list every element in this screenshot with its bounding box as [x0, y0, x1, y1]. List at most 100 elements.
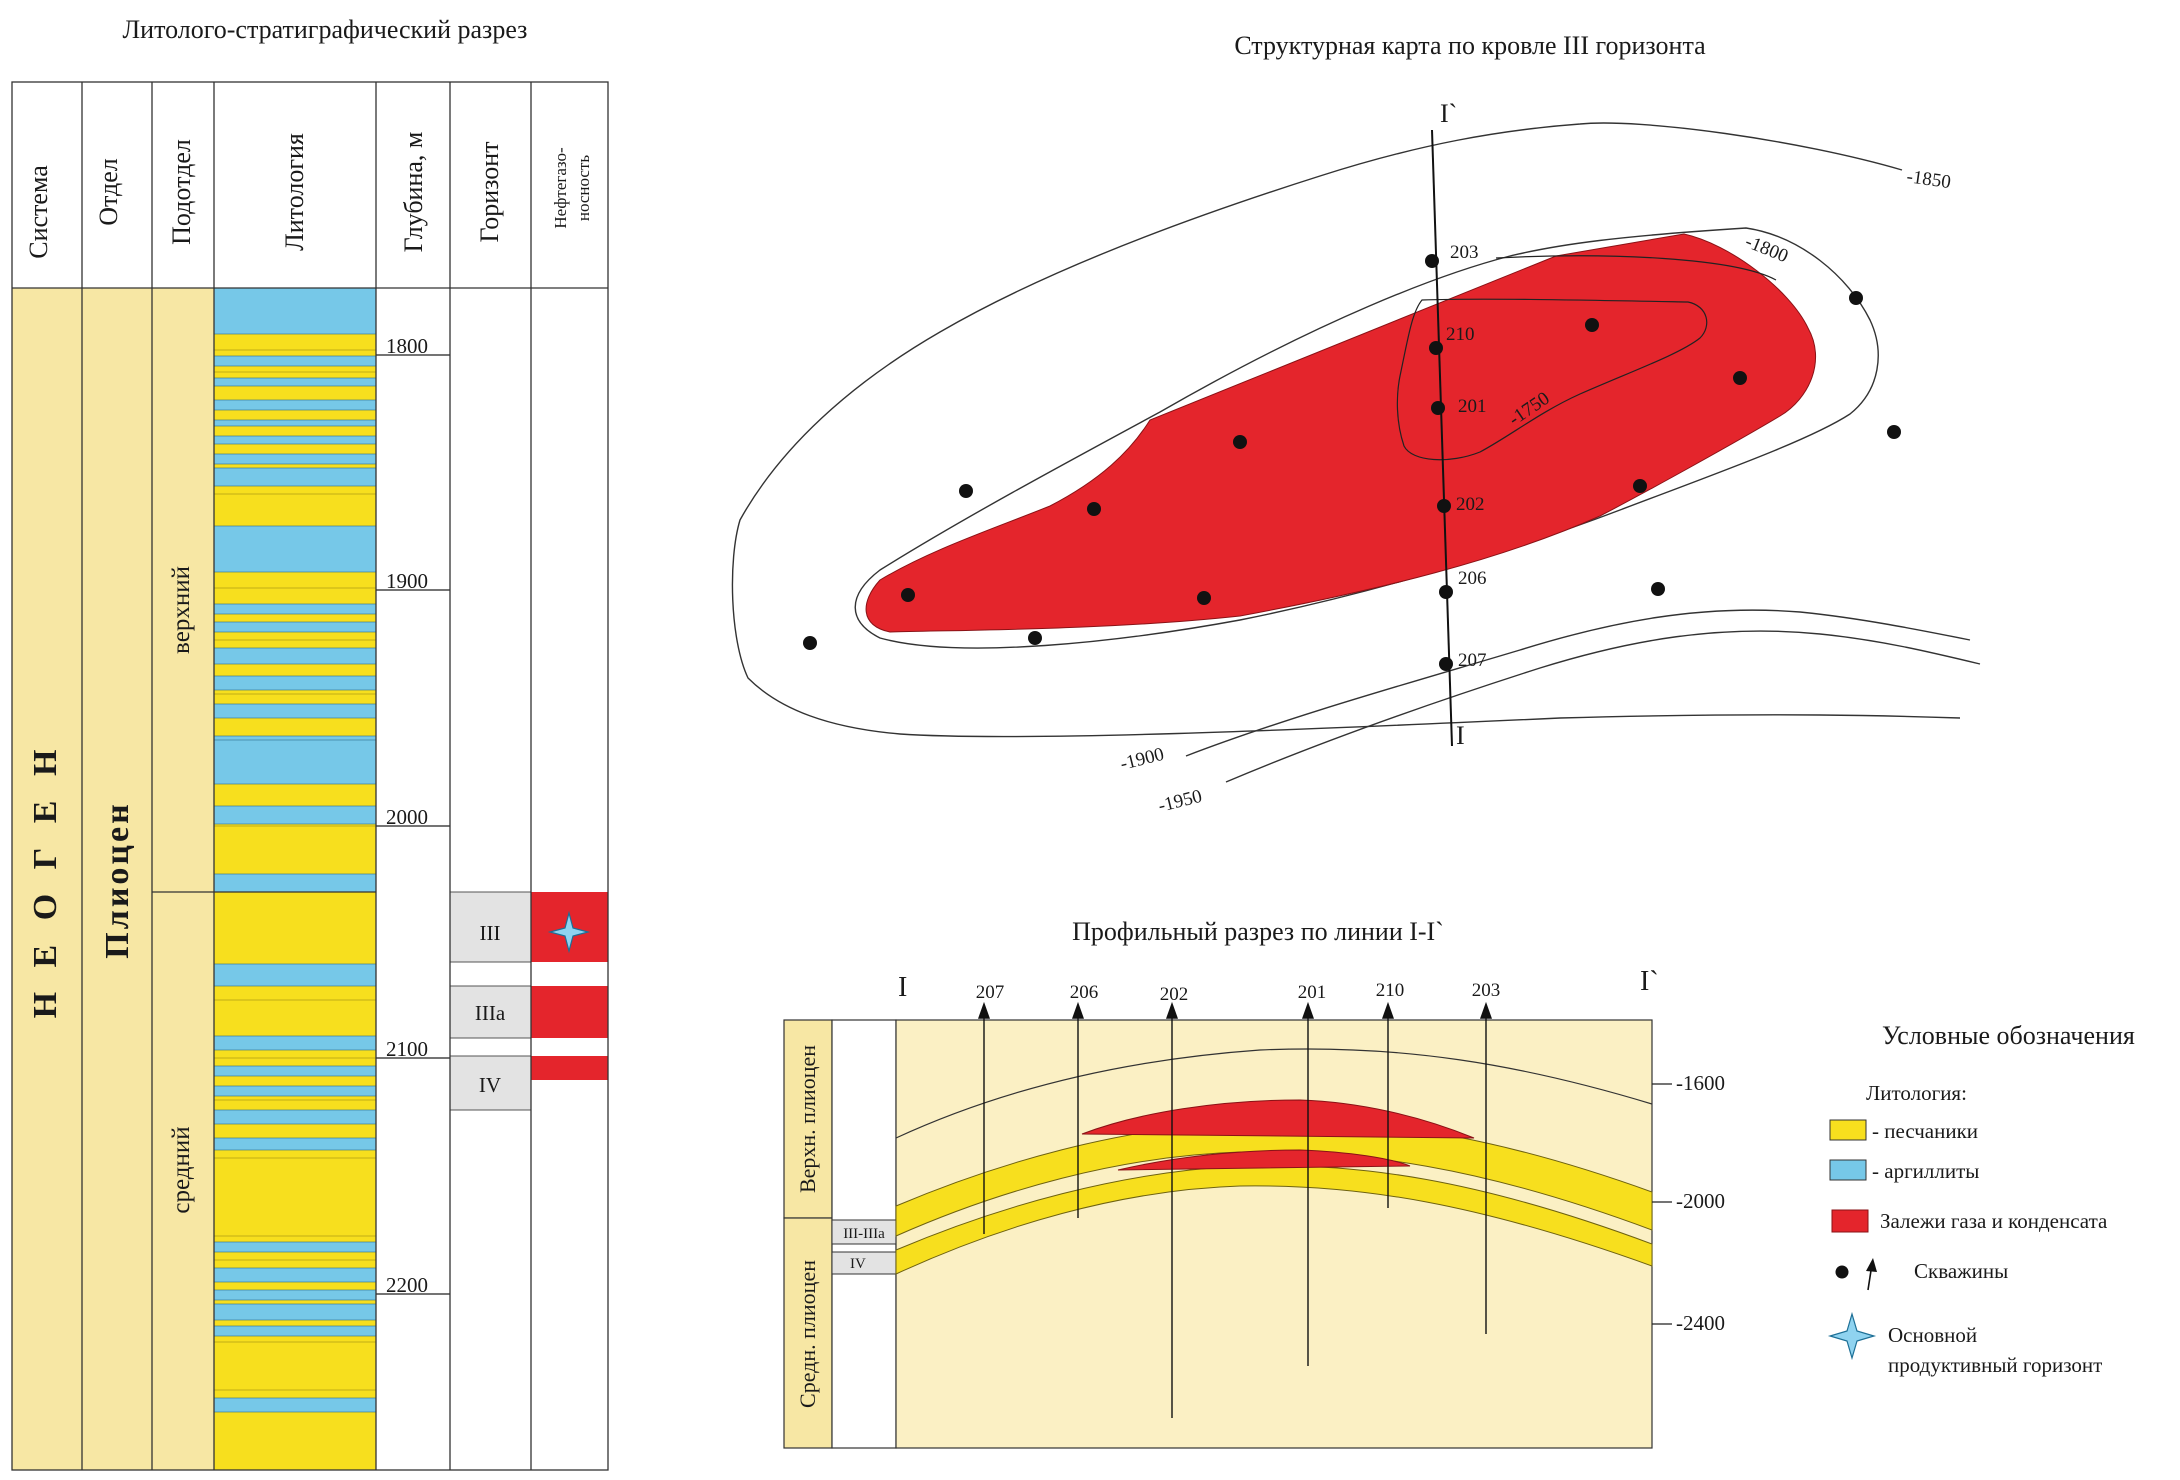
upper-pliocene-cell: [783, 1019, 833, 1219]
well-207-arrow-icon: [978, 1001, 990, 1019]
gas-cap-III: [1081, 1099, 1475, 1139]
contour-1950-line: [1225, 630, 1981, 783]
contour-1850-line: [731, 122, 1961, 738]
legend: Условные обозначения Литология: - песчан…: [1827, 1021, 2135, 1377]
profile-well-203-label: 203: [1472, 980, 1501, 1001]
well-201-arrow-icon: [1302, 1001, 1314, 1019]
layer-lines: [214, 349, 376, 1391]
horizon-III-cell: [449, 891, 532, 963]
depth-tick-1900: 1900: [386, 569, 428, 593]
well-203-arrow-icon: [1480, 1001, 1492, 1019]
legend-star-label-line1: Основной: [1888, 1323, 1977, 1347]
sand-layer-IV: [895, 1164, 1653, 1275]
horizon-IV-label: IV: [479, 1073, 501, 1097]
well-label-206: 206: [1458, 568, 1487, 589]
header-system: Система: [24, 165, 53, 259]
well-marker: [1849, 291, 1863, 305]
legend-clay-label: - аргиллиты: [1872, 1159, 1979, 1183]
series-pliocene-label: Плиоцен: [99, 801, 136, 958]
well-marker: [803, 636, 817, 650]
well-label-207: 207: [1458, 650, 1487, 671]
well-marker: [1087, 502, 1101, 516]
subseries-upper-label: верхний: [168, 566, 195, 654]
profile-section: Профильный разрез по линии I-I` III-IIIa…: [783, 917, 1725, 1449]
profile-wells: [978, 1001, 1492, 1418]
header-subseries: Подотдел: [167, 139, 196, 245]
profile-well-210-label: 210: [1376, 980, 1405, 1001]
legend-lithology-heading: Литология:: [1866, 1081, 1967, 1105]
depth-tick-1800: 1800: [386, 334, 428, 358]
well-label-203: 203: [1450, 242, 1479, 263]
profile-title: Профильный разрез по линии I-I`: [1072, 917, 1444, 946]
subseries-middle-label: средний: [168, 1126, 195, 1213]
header-depth: Глубина, м: [399, 132, 428, 253]
profile-well-207-label: 207: [976, 982, 1005, 1003]
well-label-201: 201: [1458, 396, 1487, 417]
profile-depth-2400: -2400: [1676, 1311, 1725, 1335]
well-marker: [1633, 479, 1647, 493]
clay-layers: [213, 287, 377, 1413]
well-210-marker: [1429, 341, 1443, 355]
well-206-arrow-icon: [1072, 1001, 1084, 1019]
contour-label-1850: -1850: [1905, 166, 1952, 193]
well-210-arrow-icon: [1382, 1001, 1394, 1019]
well-marker: [901, 588, 915, 602]
profile-depth-2000: -2000: [1676, 1189, 1725, 1213]
unit-upper-pliocene-label: Верхн. плиоцен: [795, 1045, 820, 1193]
upper-subseries-cell: [152, 288, 214, 892]
legend-clay-swatch: [1829, 1159, 1867, 1181]
well-206-marker: [1439, 585, 1453, 599]
profile-well-206-label: 206: [1070, 982, 1099, 1003]
unit-middle-pliocene-label: Средн. плиоцен: [795, 1260, 820, 1408]
well-marker: [1197, 591, 1211, 605]
structural-map: Структурная карта по кровле III горизонт…: [731, 31, 1981, 817]
system-cell: [12, 288, 82, 1470]
well-marker: [1233, 435, 1247, 449]
profile-horizon-IV-label: IV: [850, 1256, 866, 1272]
well-marker: [1651, 582, 1665, 596]
contour-label-1900: -1900: [1118, 744, 1166, 775]
legend-title: Условные обозначения: [1882, 1021, 2135, 1050]
horizon-IIIa-label: IIIa: [475, 1001, 506, 1025]
profile-well-202-label: 202: [1160, 984, 1189, 1005]
middle-subseries-cell: [152, 892, 214, 1470]
depth-ticks: [376, 354, 450, 1295]
map-title: Структурная карта по кровле III горизонт…: [1234, 31, 1706, 60]
map-wells: [803, 254, 1901, 671]
contour-1750-line: [1396, 298, 1708, 461]
profile-well-201-label: 201: [1298, 982, 1327, 1003]
header-series: Отдел: [94, 158, 123, 226]
legend-well-arrow-icon: [1866, 1258, 1877, 1272]
header-lithology: Литология: [280, 133, 309, 251]
main-horizon-star-icon: [547, 910, 591, 954]
system-neogene-label: Н Е О Г Е Н: [27, 742, 64, 1019]
depth-tick-2100: 2100: [386, 1037, 428, 1061]
legend-star-label-line2: продуктивный горизонт: [1888, 1353, 2102, 1377]
profile-end-label: I`: [1640, 966, 1659, 997]
legend-star-icon: [1827, 1311, 1877, 1361]
series-cell: [82, 288, 152, 1470]
legend-gas-swatch: [1831, 1209, 1869, 1233]
legend-sand-swatch: [1829, 1119, 1867, 1141]
well-label-210: 210: [1446, 324, 1475, 345]
gas-IV-cell: [531, 1056, 608, 1080]
well-marker: [1028, 631, 1042, 645]
legend-well-dot-icon: [1835, 1265, 1849, 1279]
header-oil-gas-2: носность: [574, 155, 593, 222]
well-202-marker: [1437, 499, 1451, 513]
column-grid: [11, 81, 609, 1471]
well-marker: [1585, 318, 1599, 332]
contour-1800-inner-line: [1495, 255, 1777, 281]
well-marker: [959, 484, 973, 498]
header-horizon: Горизонт: [475, 141, 504, 242]
column-title: Литолого-стратиграфический разрез: [123, 15, 528, 44]
profile-depth-ticks: [1652, 1083, 1672, 1325]
horizon-IV-cell: [449, 1055, 532, 1111]
section-line-I-I: [1431, 129, 1453, 747]
well-marker: [1733, 371, 1747, 385]
well-203-marker: [1425, 254, 1439, 268]
legend-sand-label: - песчаники: [1872, 1119, 1978, 1143]
profile-depth-1600: -1600: [1676, 1071, 1725, 1095]
header-oil-gas-1: Нефтегазо-: [551, 147, 570, 229]
